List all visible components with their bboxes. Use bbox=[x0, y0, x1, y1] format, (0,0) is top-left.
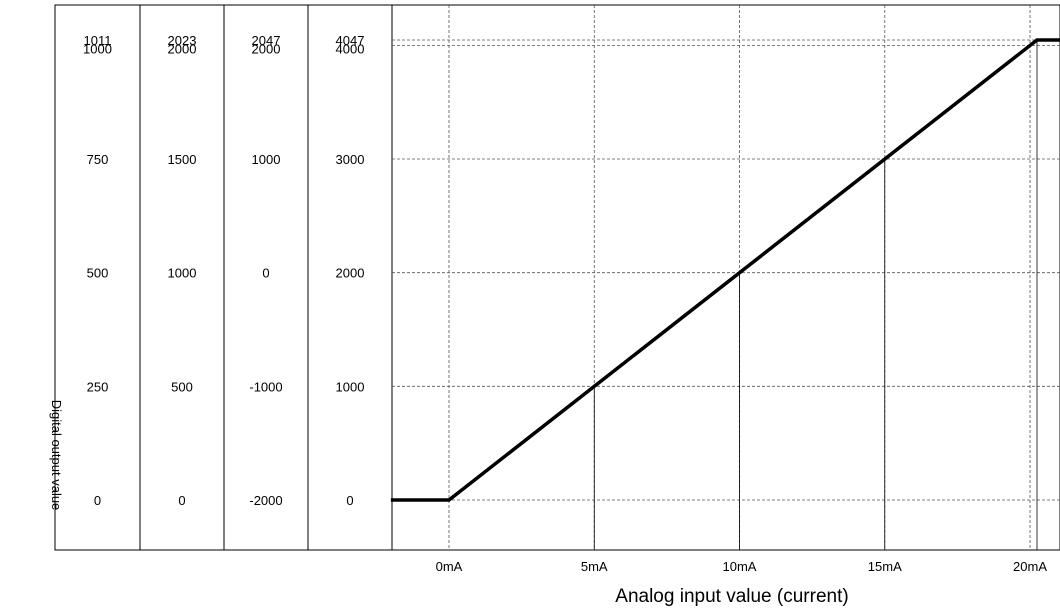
scale-label-c4-r3: 3000 bbox=[336, 152, 365, 167]
scale-label-c1-r6: 0 bbox=[94, 493, 101, 508]
reference-lines bbox=[593, 40, 1038, 550]
scale-label-c3-r6: -2000 bbox=[249, 493, 282, 508]
series-layer bbox=[390, 38, 1060, 502]
scale-label-c4-r6: 0 bbox=[346, 493, 353, 508]
y-axis-label: Digital output value bbox=[49, 400, 64, 511]
scale-label-c2-r2: 2000 bbox=[168, 41, 197, 56]
scale-label-c1-r2: 1000 bbox=[83, 41, 112, 56]
scale-label-c3-r3: 1000 bbox=[252, 152, 281, 167]
scale-label-c3-r1: 2047 bbox=[252, 33, 281, 48]
scale-label-c3-r5: -1000 bbox=[249, 379, 282, 394]
scale-label-c4-r4: 2000 bbox=[336, 266, 365, 281]
scale-label-c2-r1: 2023 bbox=[168, 33, 197, 48]
scale-label-c4-r1: 4047 bbox=[336, 33, 365, 48]
scale-label-c1-r1: 1011 bbox=[84, 33, 112, 48]
x-tick-label-1: 5mA bbox=[581, 559, 608, 574]
chart-frame bbox=[54, 4, 1060, 551]
scale-label-c2-r5: 500 bbox=[171, 379, 193, 394]
x-tick-label-0: 0mA bbox=[436, 559, 463, 574]
scale-label-c1-r4: 500 bbox=[87, 266, 109, 281]
scale-label-c2-r4: 1000 bbox=[168, 266, 197, 281]
scale-label-c1-r5: 250 bbox=[87, 379, 109, 394]
scale-columns: 1011100075050025002023200015001000500020… bbox=[83, 33, 364, 508]
x-tick-label-2: 10mA bbox=[723, 559, 757, 574]
scale-label-c3-r2: 2000 bbox=[252, 41, 281, 56]
frame-border bbox=[54, 4, 1060, 551]
x-tick-label-3: 15mA bbox=[868, 559, 902, 574]
series-line-1 bbox=[390, 38, 1060, 502]
x-axis-label: Analog input value (current) bbox=[615, 586, 848, 607]
scale-label-c2-r6: 0 bbox=[178, 493, 185, 508]
x-tick-labels: 0mA 5mA 10mA 15mA 20mA bbox=[436, 559, 1048, 574]
scale-label-c2-r3: 1500 bbox=[168, 152, 197, 167]
scale-label-c4-r2: 4000 bbox=[336, 41, 365, 56]
scale-label-c4-r5: 1000 bbox=[336, 379, 365, 394]
scale-label-c3-r4: 0 bbox=[262, 266, 269, 281]
scale-label-c1-r3: 750 bbox=[87, 152, 109, 167]
x-tick-label-4: 20mA bbox=[1013, 559, 1047, 574]
